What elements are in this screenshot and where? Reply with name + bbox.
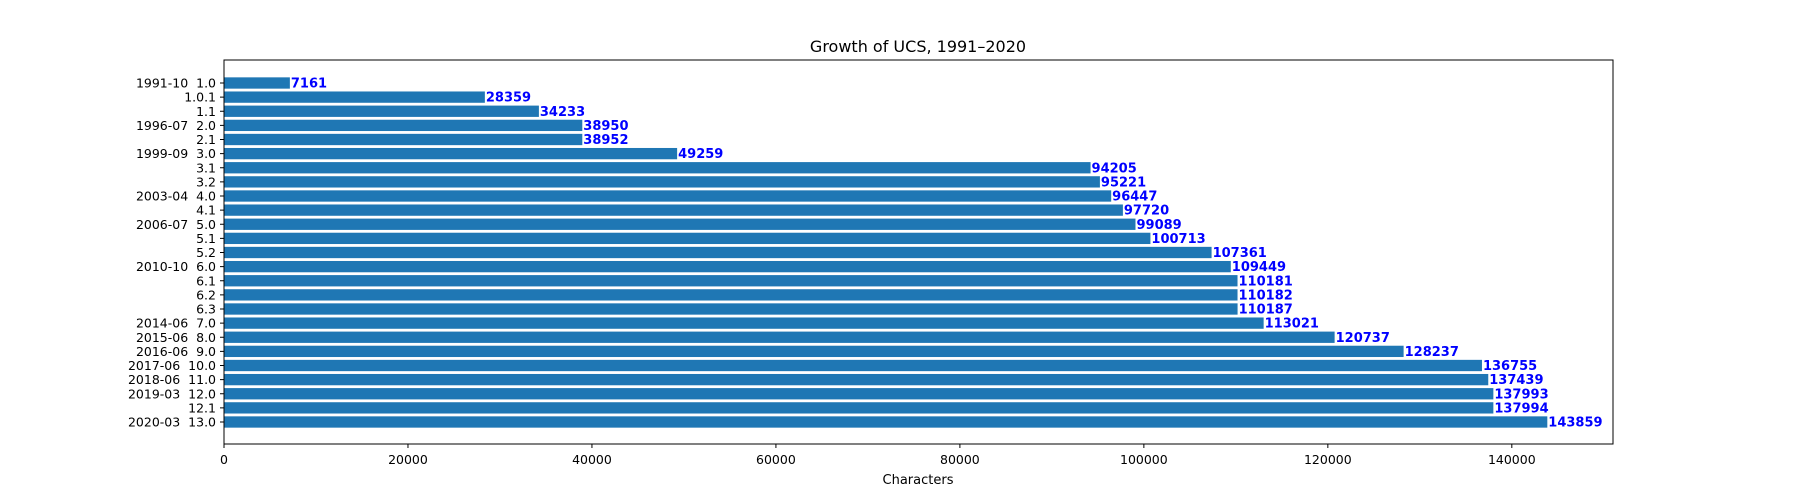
bar-value-label: 49259: [678, 147, 723, 162]
bar: [224, 204, 1123, 216]
x-axis-ticks: 0 20000 40000 60000 80000 100000 120000 140000: [220, 444, 1536, 467]
bar: [224, 77, 290, 89]
bar-value-label: 97720: [1124, 204, 1169, 219]
y-tick-label: 2.1: [196, 132, 216, 147]
y-tick-label: 2003-04 4.0: [136, 189, 216, 204]
bar: [224, 91, 485, 103]
y-tick-label: 4.1: [196, 203, 216, 218]
x-tick-label: 60000: [756, 452, 796, 467]
bar: [224, 162, 1091, 174]
bar-value-label: 113021: [1265, 317, 1319, 332]
bar: [224, 317, 1264, 329]
y-tick-label: 6.2: [196, 287, 216, 302]
x-tick-label: 100000: [1120, 452, 1168, 467]
y-tick-label: 2016-06 9.0: [136, 344, 216, 359]
bar-value-label: 110181: [1239, 274, 1293, 289]
plot-area-frame: [223, 59, 1614, 445]
x-axis-label: Characters: [883, 473, 954, 488]
y-tick-label: 1996-07 2.0: [136, 118, 216, 133]
bar-value-label: 7161: [291, 77, 327, 92]
bar: [224, 105, 539, 117]
bar-value-label: 109449: [1232, 260, 1286, 275]
bar-value-label: 107361: [1213, 246, 1267, 261]
bar: [224, 303, 1238, 315]
bar: [224, 119, 583, 132]
bar: [224, 373, 1489, 386]
x-tick-label: 140000: [1488, 452, 1536, 467]
bar-value-label: 38952: [583, 133, 628, 148]
y-tick-label: 2020-03 13.0: [128, 415, 216, 430]
bar: [224, 176, 1100, 188]
bar: [224, 345, 1404, 358]
bar-value-label: 96447: [1112, 190, 1157, 205]
bar: [224, 133, 583, 146]
bar: [224, 232, 1151, 245]
bar: [224, 218, 1136, 230]
bar: [224, 275, 1238, 287]
bar-value-label: 136755: [1483, 359, 1537, 374]
y-tick-label: 3.1: [196, 160, 216, 175]
bar: [224, 246, 1212, 259]
bar: [224, 359, 1482, 372]
bars-group: [224, 77, 1548, 428]
bar-value-label: 110182: [1239, 288, 1293, 303]
bar-value-label: 94205: [1092, 161, 1137, 176]
y-tick-label: 5.1: [196, 231, 216, 246]
bar-value-label: 95221: [1101, 175, 1146, 190]
bar: [224, 402, 1494, 414]
bar-value-label: 137994: [1494, 401, 1548, 416]
bar-value-label: 110187: [1239, 303, 1293, 318]
x-tick-label: 80000: [940, 452, 980, 467]
y-tick-label: 1.1: [196, 104, 216, 119]
x-tick-label: 0: [220, 452, 228, 467]
y-tick-label: 2018-06 11.0: [128, 372, 216, 387]
y-tick-label: 2017-06 10.0: [128, 358, 216, 373]
bar-value-label: 120737: [1336, 331, 1390, 346]
bar-value-label: 100713: [1151, 232, 1205, 247]
bar: [224, 260, 1231, 273]
bar-value-label: 143859: [1548, 416, 1602, 431]
chart-title: Growth of UCS, 1991–2020: [810, 37, 1026, 56]
bar-value-label: 34233: [540, 105, 585, 120]
y-tick-label: 3.2: [196, 174, 216, 189]
bar: [224, 388, 1494, 400]
y-tick-label: 2014-06 7.0: [136, 316, 216, 331]
bar-value-label: 128237: [1405, 345, 1459, 360]
bar: [224, 416, 1548, 428]
x-tick-label: 120000: [1304, 452, 1352, 467]
x-tick-label: 20000: [388, 452, 428, 467]
bar-value-label: 38950: [583, 119, 628, 134]
bar-value-label: 137993: [1494, 387, 1548, 402]
bar-value-label: 137439: [1489, 373, 1543, 388]
y-tick-label: 2006-07 5.0: [136, 217, 216, 232]
x-tick-label: 40000: [572, 452, 612, 467]
bar: [224, 331, 1335, 343]
y-tick-label: 1999-09 3.0: [136, 146, 216, 161]
bar: [224, 147, 678, 160]
y-tick-label: 6.3: [196, 302, 216, 317]
y-tick-label: 6.1: [196, 273, 216, 288]
y-tick-label: 2019-03 12.0: [128, 386, 216, 401]
bar: [224, 289, 1238, 301]
value-labels-group: 7161283593423338950389524925994205952219…: [291, 77, 1603, 431]
y-tick-label: 1.0.1: [184, 90, 216, 105]
y-tick-label: 2015-06 8.0: [136, 330, 216, 345]
y-tick-label: 1991-10 1.0: [136, 76, 216, 91]
y-tick-label: 5.2: [196, 245, 216, 260]
y-tick-label: 2010-10 6.0: [136, 259, 216, 274]
bar-value-label: 99089: [1136, 218, 1181, 233]
y-tick-label: 12.1: [188, 400, 216, 415]
bar-value-label: 28359: [486, 91, 531, 106]
bar: [224, 190, 1112, 202]
